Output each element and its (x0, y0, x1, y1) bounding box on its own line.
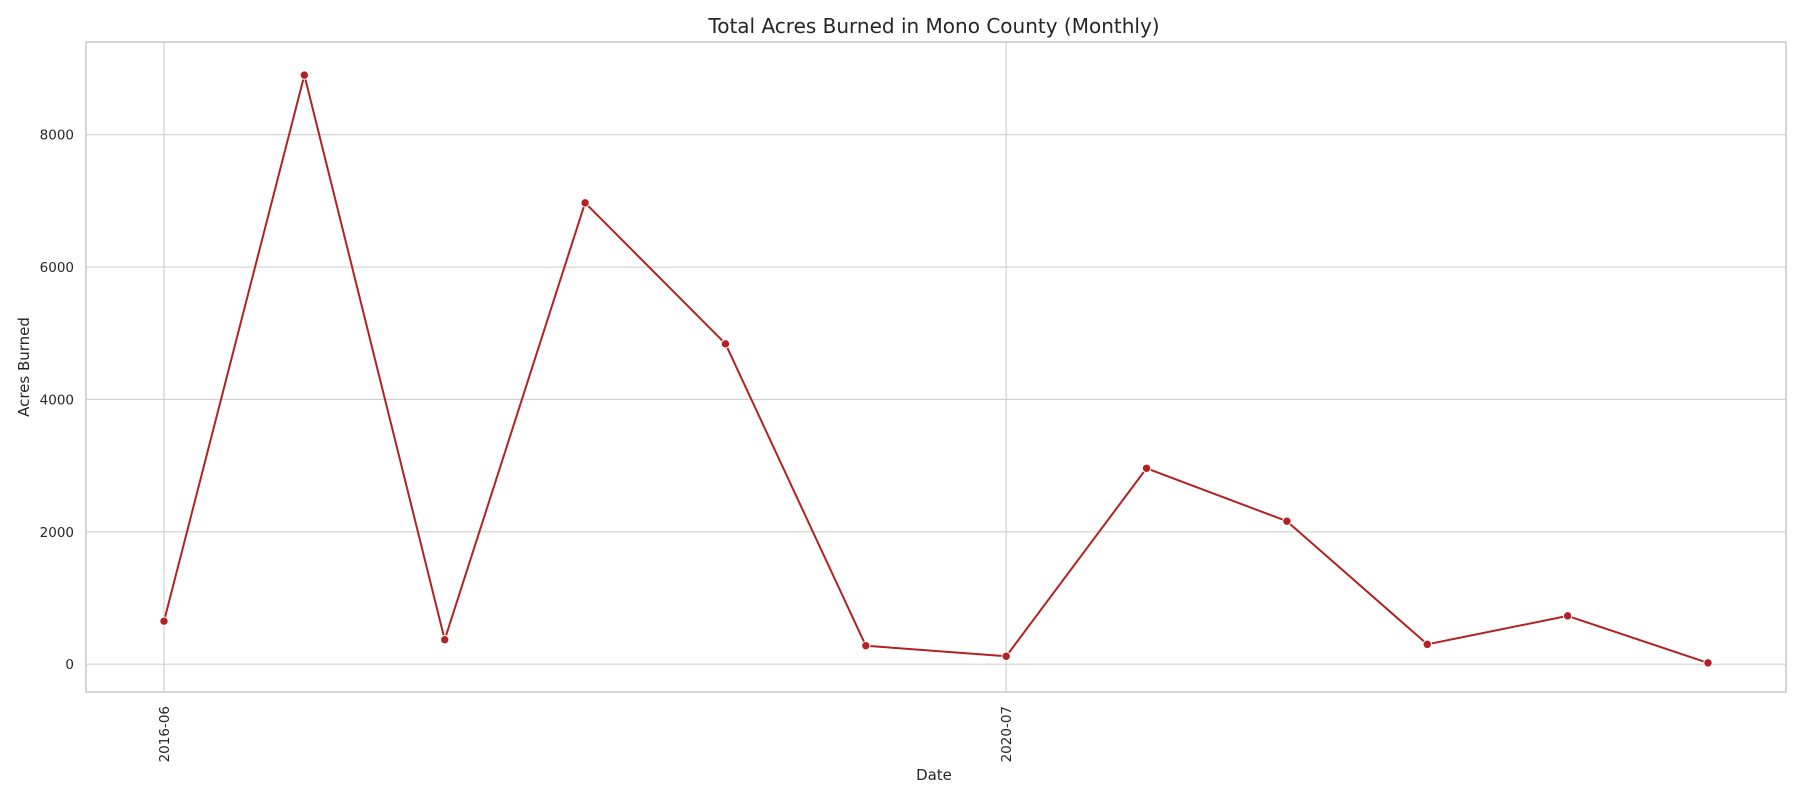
y-tick-label: 0 (65, 657, 74, 673)
data-point (159, 616, 169, 626)
y-axis-ticks: 0 2000 4000 6000 8000 (40, 128, 74, 674)
data-point (580, 198, 590, 208)
data-point (1141, 463, 1152, 473)
x-axis-label: Date (916, 766, 952, 784)
x-tick-label: 2016-06 (157, 706, 173, 762)
data-series (159, 70, 1713, 668)
y-tick-label: 2000 (40, 525, 74, 541)
data-point (861, 640, 871, 651)
series-line (163, 74, 1709, 664)
x-tick-label: 2020-07 (999, 706, 1015, 762)
data-point (1703, 658, 1713, 668)
data-point (440, 635, 450, 645)
data-point (1001, 651, 1011, 661)
data-point (720, 339, 731, 349)
grid-lines (86, 42, 1786, 692)
y-tick-label: 8000 (40, 128, 74, 144)
data-point (299, 70, 310, 80)
data-point (1562, 611, 1573, 621)
y-tick-label: 6000 (40, 260, 74, 276)
chart-title: Total Acres Burned in Mono County (Month… (707, 14, 1159, 38)
plot-frame (85, 41, 1787, 693)
data-point (1422, 639, 1432, 650)
y-axis-label: Acres Burned (15, 317, 33, 417)
y-tick-label: 4000 (40, 392, 74, 408)
data-point (1282, 516, 1292, 526)
x-axis-ticks: 2016-06 2020-07 (157, 706, 1015, 762)
